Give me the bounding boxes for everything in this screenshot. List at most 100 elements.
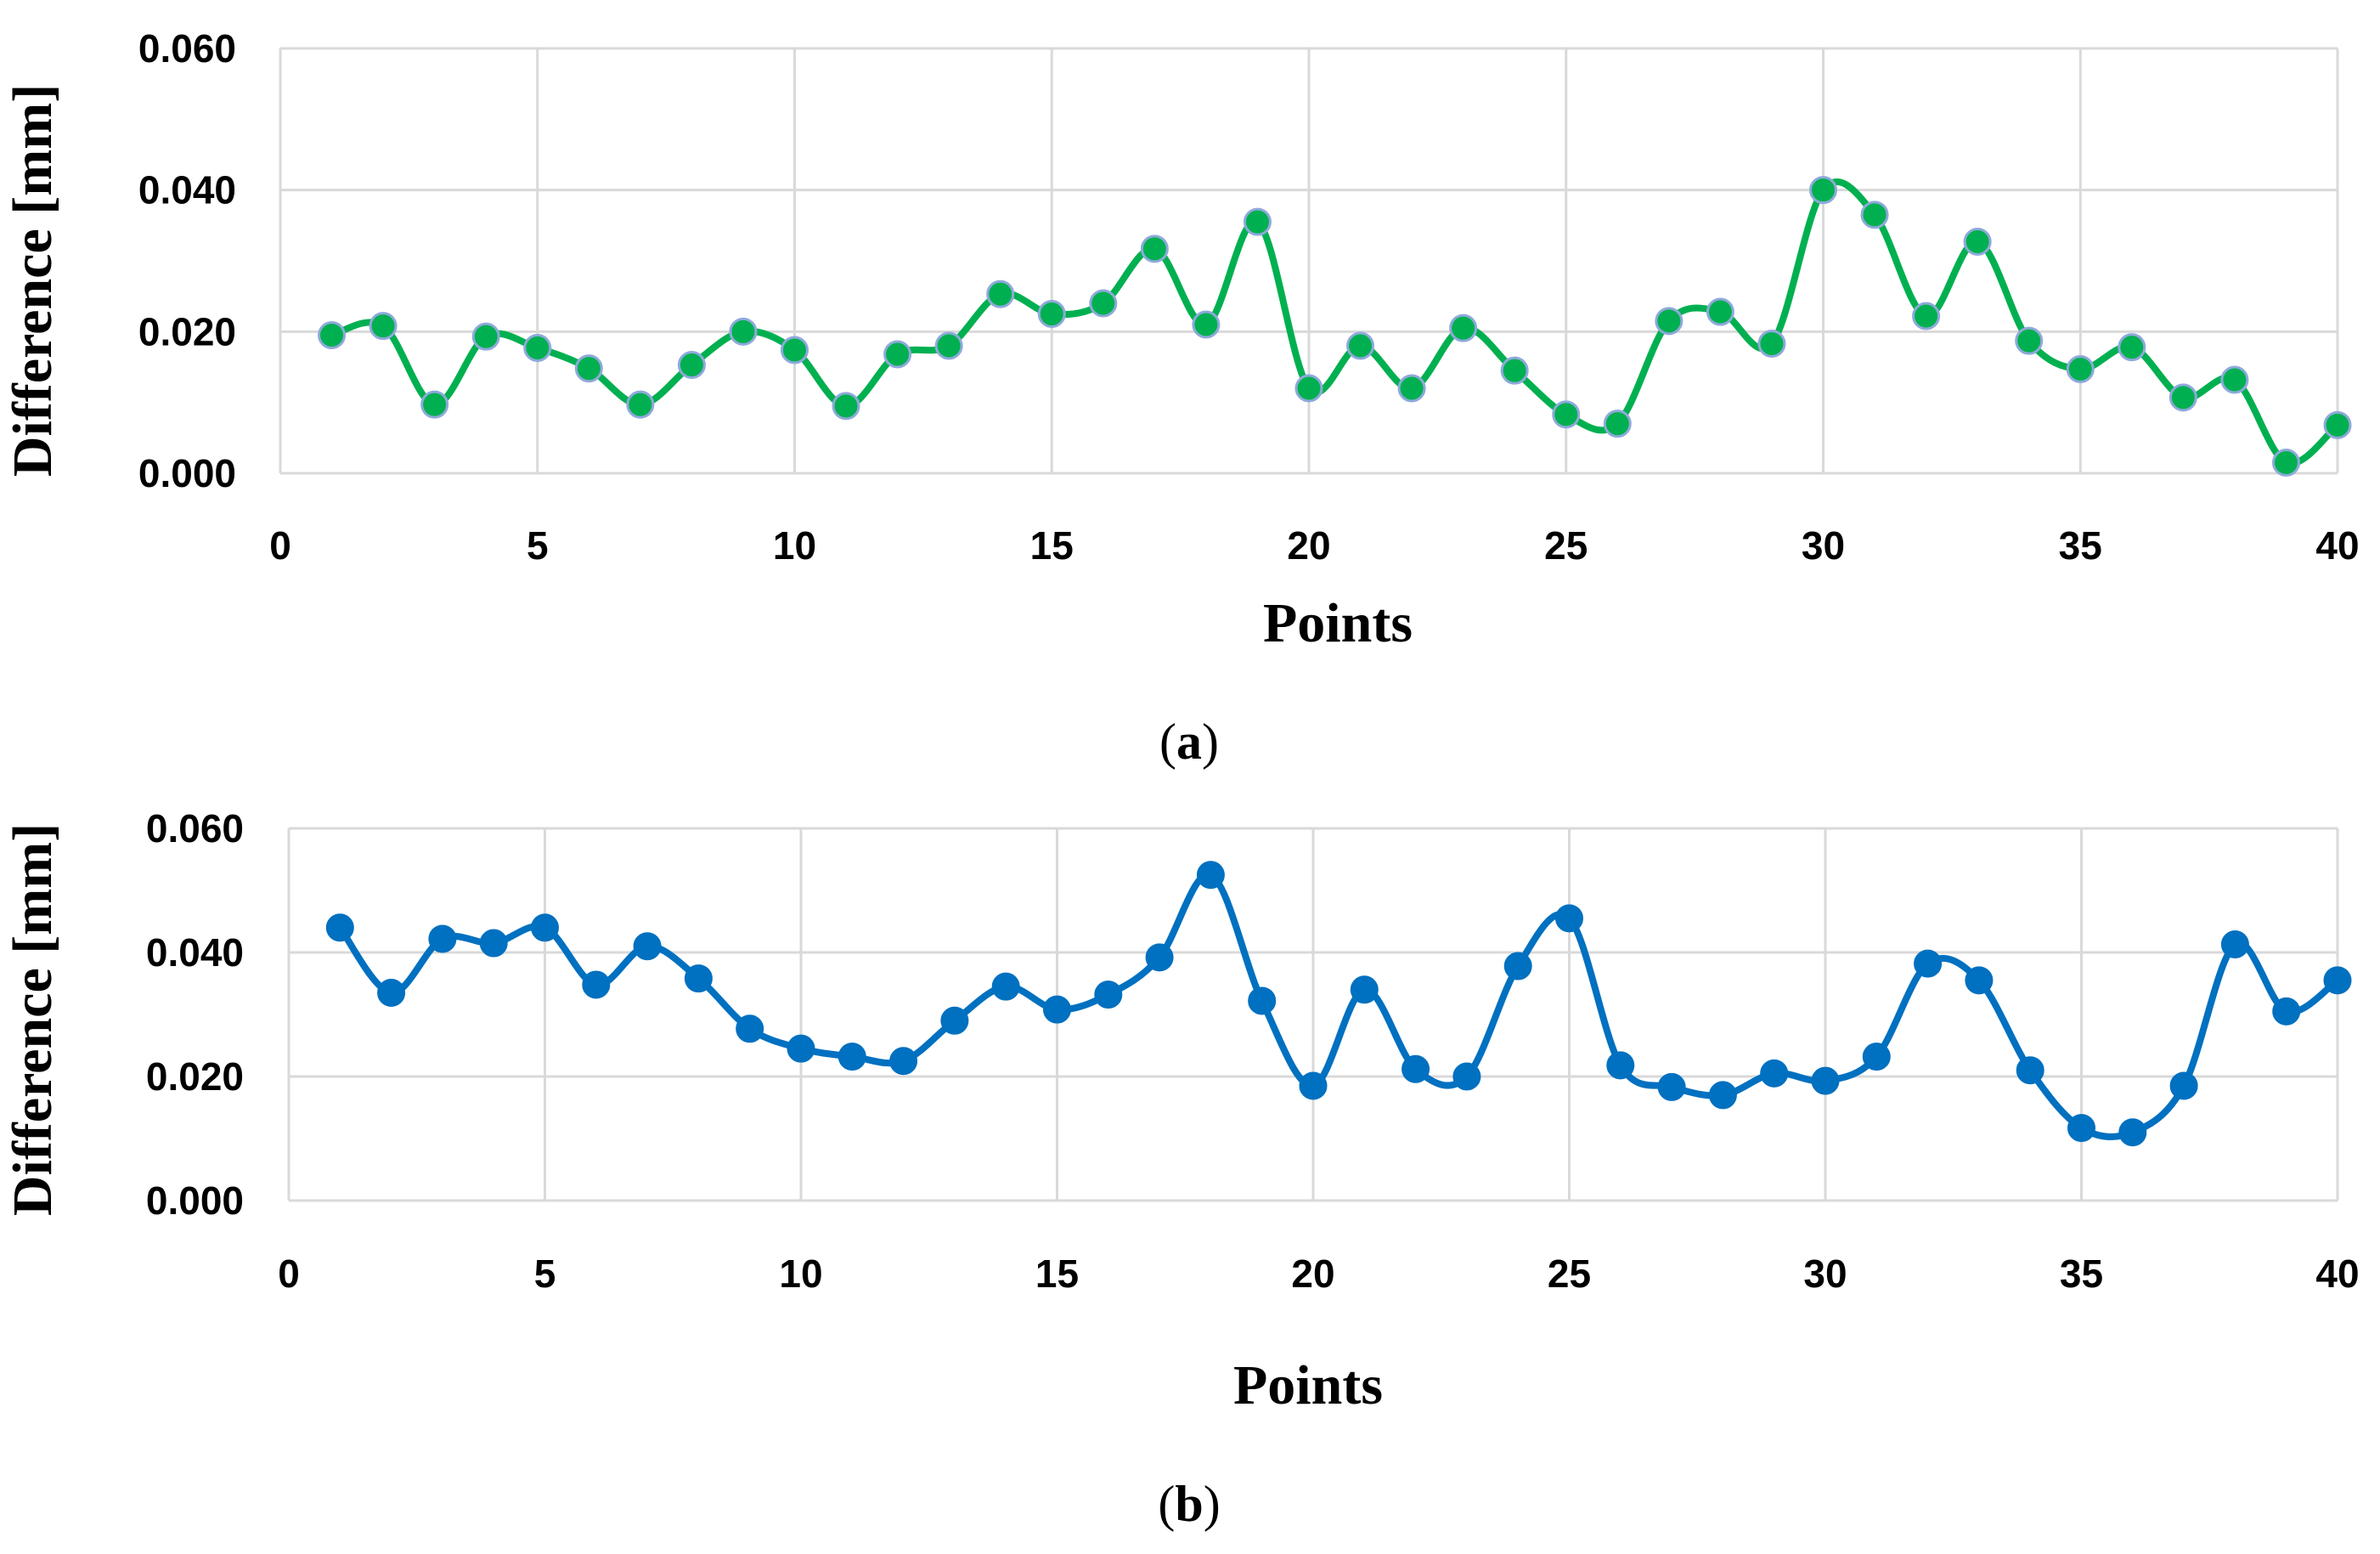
panel-b-data-point bbox=[1811, 1066, 1840, 1095]
panel-b-x-tick-label: 30 bbox=[1803, 1252, 1847, 1296]
panel-a-data-point bbox=[1500, 356, 1529, 385]
panel-a-x-tick-label: 10 bbox=[773, 523, 816, 568]
panel-a-grid bbox=[279, 47, 2339, 475]
panel-b-data-point bbox=[1503, 952, 1532, 980]
panel-b-data-point bbox=[2323, 966, 2352, 995]
panel-a-y-axis-title: Difference [mm] bbox=[2, 84, 64, 477]
panel-a-x-tick-label: 0 bbox=[269, 523, 291, 568]
panel-b-data-point bbox=[1965, 966, 1994, 995]
panel-a-y-tick-label: 0.020 bbox=[138, 309, 236, 353]
panel-b-data-point bbox=[838, 1043, 866, 1071]
panel-a-x-axis-title: Points bbox=[1263, 592, 1413, 654]
panel-b-x-tick-label: 10 bbox=[779, 1252, 822, 1296]
panel-a-data-point bbox=[2169, 383, 2197, 412]
panel-b-data-point bbox=[2016, 1056, 2044, 1085]
panel-b-x-tick-label: 25 bbox=[1548, 1252, 1591, 1296]
panel-b-data-point bbox=[1248, 986, 1277, 1015]
panel-b-data-point bbox=[2067, 1114, 2095, 1143]
panel-a-data-point bbox=[1243, 207, 1272, 236]
panel-a-data-point bbox=[2015, 326, 2044, 355]
panel-a-data-point bbox=[318, 321, 347, 349]
panel-b-y-tick-label: 0.000 bbox=[146, 1178, 244, 1223]
panel-b-x-tick-label: 15 bbox=[1035, 1252, 1079, 1296]
panel-a-data-point bbox=[677, 351, 706, 379]
panel-b-data-point bbox=[736, 1014, 764, 1043]
panel-b-label-letter: b bbox=[1175, 1476, 1203, 1532]
panel-a-x-tick-label: 30 bbox=[1802, 523, 1845, 568]
panel-a-y-tick-label: 0.060 bbox=[138, 26, 236, 71]
panel-b-data-point bbox=[1401, 1054, 1430, 1083]
panel-a-y-tick-label: 0.040 bbox=[138, 168, 236, 212]
panel-a-data-point bbox=[986, 280, 1015, 308]
panel-a-data-point bbox=[1449, 314, 1478, 342]
panel-b-x-axis-title: Points bbox=[1233, 1354, 1383, 1416]
panel-b-data-point bbox=[1299, 1071, 1328, 1100]
panel-b-data-point bbox=[1760, 1059, 1789, 1088]
panel-b-data-point bbox=[428, 924, 457, 953]
panel-a-data-point bbox=[1757, 330, 1786, 358]
panel-a-x-tick-label: 5 bbox=[527, 523, 549, 568]
panel-a-data-point bbox=[471, 322, 500, 351]
panel-b-data-point bbox=[377, 978, 406, 1007]
panel-b-data-point bbox=[2169, 1071, 2198, 1100]
panel-b-data-point bbox=[325, 913, 354, 942]
panel-a-data-point bbox=[1706, 297, 1734, 326]
panel-a-data-point bbox=[1552, 400, 1581, 429]
panel-a-data-point bbox=[420, 390, 449, 419]
panel-b-data-point bbox=[582, 970, 611, 999]
panel-a-label-letter: a bbox=[1176, 714, 1202, 770]
panel-a-label: (a) bbox=[1159, 714, 1219, 770]
panel-b-data-point bbox=[1043, 995, 1071, 1024]
panel-b-data-point bbox=[1606, 1051, 1635, 1080]
panel-a-data-point bbox=[832, 392, 860, 421]
panel-b-data-point bbox=[787, 1034, 815, 1063]
panel-a-data-point bbox=[1963, 228, 1992, 256]
panel-a-data-point bbox=[1912, 302, 1941, 331]
panel-a-data-point bbox=[1192, 310, 1221, 339]
panel-b-data-point bbox=[2272, 997, 2301, 1026]
panel-b-data-point bbox=[633, 932, 662, 961]
panel-a-data-point bbox=[2220, 365, 2249, 394]
panel-b-x-tick-label: 40 bbox=[2315, 1252, 2359, 1296]
panel-b-series-line bbox=[336, 871, 2341, 1140]
panel-a-data-point bbox=[1603, 410, 1632, 438]
panel-b-x-tick-labels: 0 5 10 15 20 25 30 35 40 bbox=[278, 1252, 2359, 1296]
panel-b-label: (b) bbox=[1158, 1476, 1220, 1532]
panel-a-data-point bbox=[781, 336, 809, 364]
panel-a-data-point bbox=[1089, 289, 1118, 318]
panel-b-data-point bbox=[940, 1006, 969, 1035]
panel-b-data-point bbox=[1196, 861, 1225, 890]
panel-a-data-point bbox=[1809, 176, 1837, 205]
panel-a-x-tick-label: 15 bbox=[1030, 523, 1074, 568]
panel-b-data-point bbox=[2118, 1118, 2147, 1147]
panel-a-x-tick-label: 20 bbox=[1287, 523, 1330, 568]
panel-a-series-line bbox=[328, 178, 2341, 467]
panel-a-data-point bbox=[729, 317, 758, 346]
panel-a-x-tick-label: 40 bbox=[2315, 523, 2359, 568]
panel-b-data-point bbox=[1914, 949, 1943, 978]
panel-b-y-tick-labels: 0.000 0.020 0.040 0.060 bbox=[146, 806, 244, 1223]
panel-b-data-point bbox=[1862, 1043, 1891, 1071]
panel-a-data-point bbox=[1860, 201, 1889, 229]
panel-b-x-tick-label: 0 bbox=[278, 1252, 300, 1296]
panel-a-x-tick-labels: 0 5 10 15 20 25 30 35 40 bbox=[269, 523, 2359, 568]
panel-b-y-tick-label: 0.040 bbox=[146, 930, 244, 975]
panel-a-data-point bbox=[1655, 307, 1683, 336]
panel-a-data-point bbox=[2271, 449, 2300, 477]
panel-a-data-point bbox=[523, 334, 552, 362]
panel-b-data-point bbox=[1452, 1062, 1481, 1091]
panel-a-data-point bbox=[934, 331, 963, 360]
panel-b-data-point bbox=[1657, 1072, 1686, 1101]
panel-a-data-point bbox=[1140, 235, 1169, 263]
panel-b-data-point bbox=[1555, 904, 1583, 933]
panel-a-x-tick-label: 35 bbox=[2059, 523, 2102, 568]
panel-a-data-points bbox=[318, 176, 2352, 477]
panel-b-y-axis-title: Difference [mm] bbox=[2, 823, 64, 1216]
panel-b-data-point bbox=[1145, 943, 1174, 972]
panel-b-data-point bbox=[889, 1047, 918, 1076]
panel-b-grid bbox=[287, 827, 2339, 1202]
panel-a-data-point bbox=[574, 354, 603, 383]
panel-a-data-point bbox=[1346, 331, 1375, 360]
panel-a-y-tick-labels: 0.000 0.020 0.040 0.060 bbox=[138, 26, 236, 495]
panel-b-y-tick-label: 0.020 bbox=[146, 1054, 244, 1099]
